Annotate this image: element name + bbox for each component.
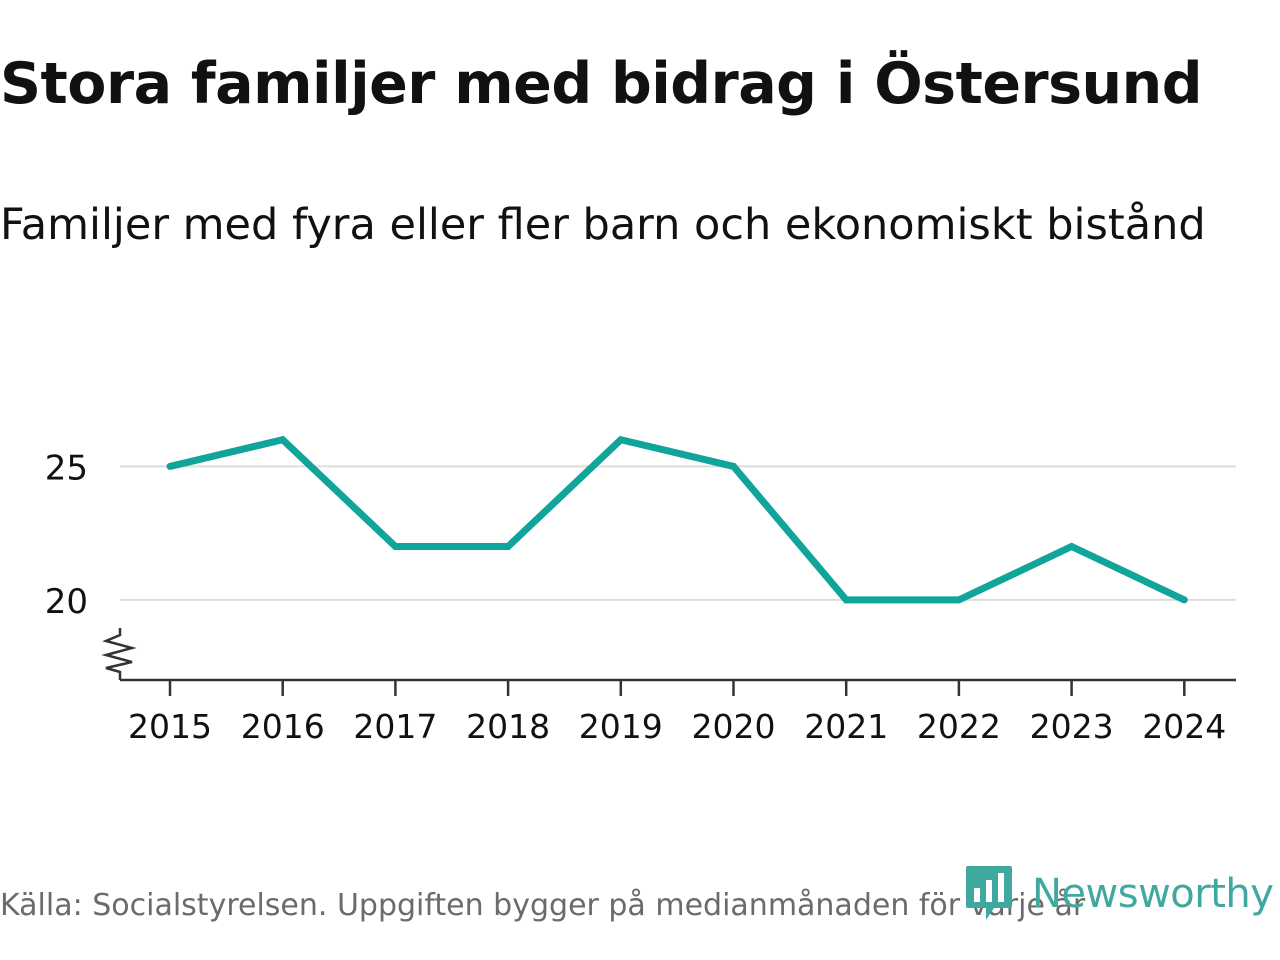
chart-subtitle: Familjer med fyra eller fler barn och ek…: [0, 200, 1206, 250]
x-axis-ticks: 2015 2016 2017 2018 2019 2020 2021 2022 2023 2024: [128, 680, 1226, 746]
x-tick-label-2019: 2019: [579, 707, 663, 746]
x-tick-label-2021: 2021: [804, 707, 888, 746]
x-tick-label-2015: 2015: [128, 707, 212, 746]
newsworthy-logo-icon: [966, 866, 1012, 920]
x-tick-label-2022: 2022: [917, 707, 1001, 746]
y-axis-break: [101, 628, 137, 680]
x-tick-label-2018: 2018: [466, 707, 550, 746]
newsworthy-logo[interactable]: Newsworthy: [964, 862, 1274, 926]
data-point-2020: [730, 462, 737, 470]
y-tick-label-25: 25: [45, 448, 88, 488]
source-note: Källa: Socialstyrelsen. Uppgiften bygger…: [0, 888, 1086, 923]
x-tick-label-2024: 2024: [1142, 707, 1226, 746]
x-tick-label-2016: 2016: [241, 707, 325, 746]
data-point-2022: [955, 596, 963, 604]
series-line-0: [169, 435, 1186, 604]
x-tick-label-2020: 2020: [692, 707, 776, 746]
series-lines: [166, 435, 1188, 604]
data-point-2018: [504, 543, 512, 551]
x-tick-label-2023: 2023: [1030, 707, 1114, 746]
y-tick-label-20: 20: [45, 582, 88, 622]
data-point-2023: [1068, 543, 1076, 551]
data-point-2024: [1180, 596, 1188, 604]
data-point-2017: [391, 543, 399, 551]
gridlines: [120, 465, 1236, 601]
x-tick-label-2017: 2017: [353, 707, 437, 746]
data-point-2016: [279, 436, 287, 444]
newsworthy-logo-text: Newsworthy: [1032, 871, 1274, 917]
data-point-2021: [842, 596, 850, 604]
data-point-2015: [166, 462, 174, 470]
data-point-2019: [617, 436, 625, 444]
x-axis: [101, 628, 1236, 682]
chart-title: Stora familjer med bidrag i Östersund: [0, 51, 1203, 117]
